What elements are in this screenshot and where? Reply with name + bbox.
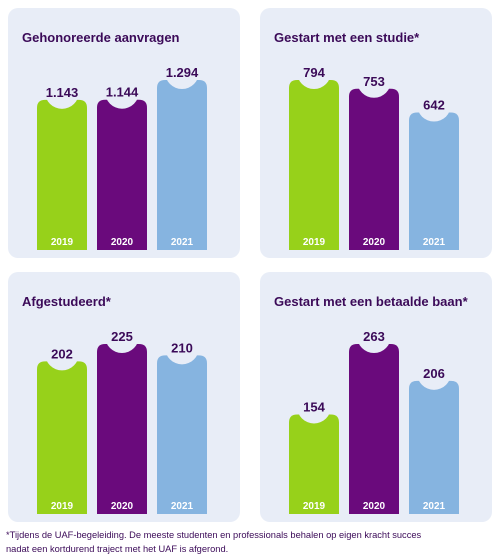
year-label: 2019 [51,237,74,248]
year-label: 2021 [423,237,446,248]
bar-2021 [157,355,207,514]
year-label: 2020 [363,501,386,512]
data-label: 206 [423,366,445,381]
chart-title: Gestart met een studie* [274,30,420,45]
bar-2020 [349,344,399,514]
bar-notch [165,55,199,89]
chart-panel-gestart-studie: Gestart met een studie* 794 2019 753 2020 64… [260,8,492,258]
bar-2021 [409,380,459,514]
bar-notch [165,330,199,365]
year-label: 2020 [363,237,386,248]
year-label: 2019 [51,501,74,512]
data-label: 642 [423,98,445,113]
bar-2021 [409,112,459,250]
bar-notch [105,74,139,109]
bar-notch [297,55,331,89]
bar-2020 [97,344,147,514]
bar-2021 [157,80,207,250]
bar-notch [105,319,139,353]
year-label: 2019 [303,237,326,248]
chart-panel-betaalde-baan: Gestart met een betaalde baan* 154 2019 26… [260,272,492,522]
year-label: 2021 [171,501,194,512]
bar-chart: 202 2019 225 2020 210 2021 [37,319,207,514]
bar-2019 [37,361,87,514]
bar-notch [417,355,451,390]
year-label: 2021 [171,237,194,248]
data-label: 202 [51,346,73,361]
bar-notch [297,389,331,424]
chart-title: Afgestudeerd* [22,294,111,309]
chart-panel-afgestudeerd: Afgestudeerd* 202 2019 225 2020 210 2021 [8,272,240,522]
bar-chart: 794 2019 753 2020 642 2021 [289,55,459,250]
data-label: 1.294 [166,65,199,80]
data-label: 753 [363,74,385,89]
year-label: 2020 [111,237,134,248]
bar-2019 [37,99,87,251]
data-label: 225 [111,329,133,344]
bar-chart: 1.143 2019 1.144 2020 1.294 2021 [37,55,207,251]
year-label: 2021 [423,501,446,512]
bar-2019 [289,80,339,250]
bar-2020 [97,99,147,251]
bar-notch [417,87,451,122]
footnote: *Tijdens de UAF-begeleiding. De meeste s… [6,530,422,554]
bar-notch [45,336,79,371]
bar-chart: 154 2019 263 2020 206 2021 [289,319,459,514]
year-label: 2019 [303,501,326,512]
bar-notch [357,319,391,353]
data-label: 263 [363,329,385,344]
data-label: 210 [171,340,193,355]
data-label: 1.143 [46,85,79,100]
data-label: 794 [303,65,325,80]
data-label: 154 [303,399,325,414]
bar-2020 [349,88,399,250]
bar-notch [45,74,79,109]
data-label: 1.144 [106,85,139,100]
chart-panel-gehonoreerde-aanvragen: Gehonoreerde aanvragen 1.143 2019 1.144 202… [8,8,240,258]
bar-notch [357,63,391,98]
year-label: 2020 [111,501,134,512]
chart-title: Gehonoreerde aanvragen [22,30,180,45]
bar-2019 [289,414,339,514]
chart-title: Gestart met een betaalde baan* [274,294,468,309]
